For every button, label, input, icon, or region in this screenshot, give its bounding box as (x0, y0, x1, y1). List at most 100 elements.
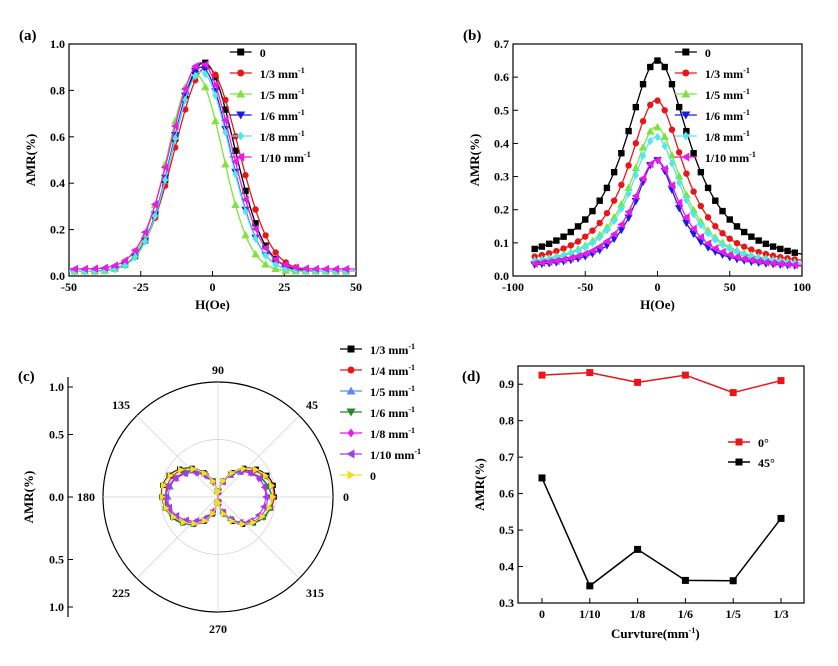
polar-point-series-6 (214, 487, 222, 496)
legend-label: 1/5 mm-1 (370, 384, 415, 399)
polar-point-series-5 (260, 483, 267, 491)
legend-marker (237, 69, 245, 77)
polar-point-series-5 (182, 516, 189, 524)
data-point-series-5 (70, 264, 78, 274)
data-point-series-1 (675, 149, 683, 156)
data-point-series-0 (729, 389, 737, 397)
data-point-series-4 (726, 244, 733, 253)
series-line-1 (541, 477, 782, 588)
data-point-series-0 (625, 127, 632, 135)
x-tick-label: 0 (539, 607, 545, 621)
polar-point-series-6 (201, 469, 208, 477)
y-axis-label: AMR(%) (467, 134, 482, 187)
data-point-series-1 (762, 250, 770, 258)
series-line-0 (541, 371, 782, 394)
data-point-series-1 (272, 249, 279, 256)
data-point-series-4 (639, 151, 647, 161)
polar-point-series-5 (165, 482, 172, 491)
polar-point-series-6 (259, 513, 266, 521)
polar-point-series-6 (167, 472, 174, 480)
polar-point-series-5 (172, 474, 179, 482)
angle-label: 180 (77, 490, 95, 504)
polar-point-series-5 (260, 503, 267, 511)
data-point-series-4 (661, 141, 668, 151)
data-point-series-1 (755, 248, 762, 256)
panel-label: (c) (18, 369, 35, 385)
x-tick-label: -100 (502, 280, 524, 294)
panel-label: (b) (463, 28, 481, 44)
legend-label: 0 (370, 469, 376, 483)
radial-tick-label: 0.0 (49, 490, 64, 504)
x-tick-label: 0 (655, 280, 661, 294)
data-point-series-0 (777, 245, 784, 253)
data-point-series-5 (747, 255, 755, 265)
legend-label: 1/3 mm-1 (705, 66, 750, 81)
x-axis-label: H(Oe) (640, 297, 675, 312)
data-point-series-0 (574, 223, 582, 230)
y-axis-label: AMR(%) (21, 471, 36, 524)
x-tick-label: 50 (350, 280, 362, 294)
x-tick-label: 1/10 (579, 607, 600, 621)
data-point-series-5 (703, 239, 712, 248)
data-point-series-0 (596, 197, 603, 204)
data-point-series-5 (573, 251, 582, 261)
polar-point-series-6 (216, 499, 223, 507)
data-point-series-1 (668, 126, 676, 133)
y-tick-label: 0.8 (50, 83, 65, 97)
data-point-series-5 (140, 228, 149, 237)
data-point-series-3 (689, 230, 698, 239)
data-point-series-1 (632, 140, 640, 147)
data-point-series-2 (231, 200, 240, 208)
legend-label: 1/10 mm-1 (260, 150, 311, 165)
data-point-series-5 (191, 62, 199, 71)
angle-label: 225 (112, 586, 130, 600)
data-point-series-5 (581, 249, 589, 258)
data-point-series-0 (675, 103, 683, 111)
data-point-series-0 (791, 249, 798, 256)
data-point-series-5 (624, 207, 632, 217)
y-tick-label: 0.4 (499, 560, 514, 574)
data-point-series-5 (150, 200, 159, 209)
data-point-series-1 (574, 238, 582, 245)
data-point-series-2 (646, 127, 655, 135)
data-point-series-4 (553, 252, 560, 262)
data-point-series-1 (712, 223, 719, 230)
data-point-series-5 (660, 164, 668, 174)
data-point-series-4 (777, 257, 784, 266)
data-point-series-0 (545, 240, 553, 248)
data-point-series-4 (712, 235, 719, 244)
data-point-series-1 (697, 202, 705, 210)
legend-label: 45° (758, 456, 775, 470)
data-point-series-0 (560, 233, 567, 240)
x-tick-label: 25 (278, 280, 290, 294)
polar-point-series-5 (172, 511, 180, 520)
data-point-series-5 (271, 255, 279, 264)
y-tick-label: 0.8 (499, 414, 514, 428)
data-point-series-4 (748, 251, 755, 261)
data-point-series-0 (704, 184, 712, 192)
data-point-series-5 (667, 181, 676, 190)
data-point-series-0 (222, 106, 229, 113)
legend-marker (347, 345, 355, 353)
polar-point-series-6 (190, 465, 197, 473)
data-point-series-0 (553, 237, 560, 244)
data-point-series-4 (161, 175, 169, 185)
data-point-series-5 (170, 121, 179, 131)
data-point-series-4 (151, 211, 159, 221)
legend-label: 1/10 mm-1 (370, 447, 421, 462)
data-point-series-5 (617, 220, 625, 229)
polar-point-series-6 (229, 517, 236, 525)
polar-point-series-6 (266, 504, 273, 512)
legend-marker (681, 152, 690, 162)
data-point-series-0 (232, 147, 239, 154)
data-point-series-5 (653, 156, 661, 165)
radial-tick-label: 1.0 (49, 600, 64, 614)
polar-grid-spoke (217, 415, 300, 498)
data-point-series-4 (654, 132, 661, 142)
data-point-series-0 (610, 168, 618, 176)
data-point-series-4 (131, 252, 139, 262)
polar-point-series-6 (163, 504, 170, 512)
x-tick-label: 1/6 (678, 607, 693, 621)
x-tick-label: 1/8 (630, 607, 645, 621)
data-point-series-4 (647, 136, 654, 146)
